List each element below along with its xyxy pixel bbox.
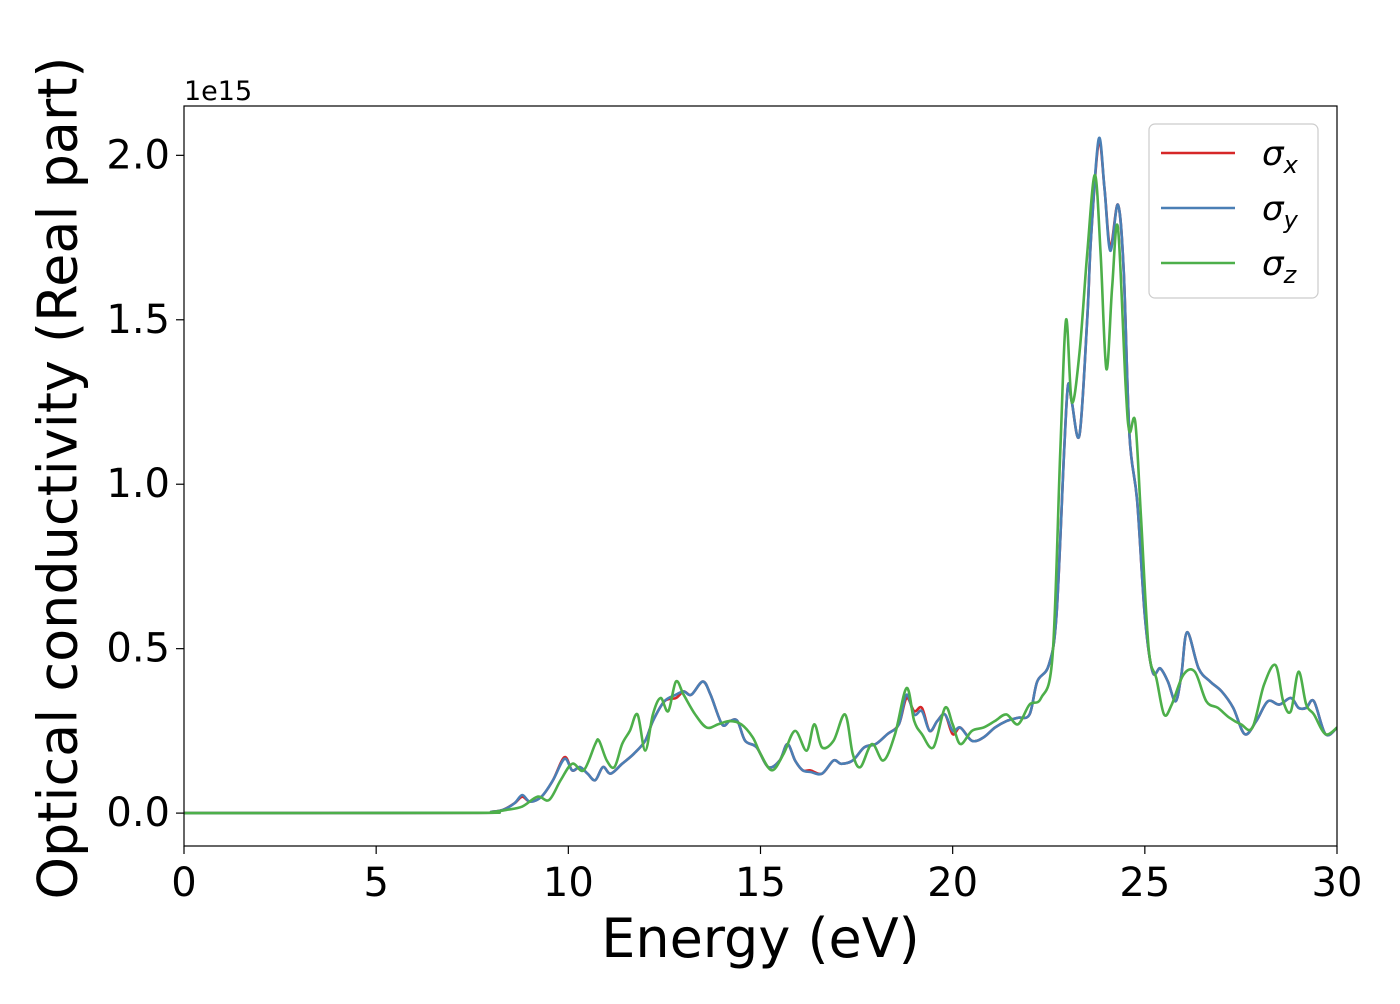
legend-label-z: σz — [1262, 244, 1298, 289]
legend-label-y: σy — [1262, 189, 1299, 234]
legend-label-subscript: x — [1283, 151, 1299, 179]
plot-area — [184, 106, 1337, 846]
axes-frame — [183, 105, 1338, 847]
x-tick-label: 25 — [1119, 860, 1170, 906]
y-tick-label: 1.0 — [106, 461, 170, 507]
legend-label-symbol: σ — [1262, 189, 1285, 229]
ticks-group: 0 5 10 15 20 25 30 0.0 0.5 1.0 1.5 2.0 — [106, 132, 1362, 906]
legend-label-subscript: z — [1283, 261, 1298, 289]
y-tick-label: 1.5 — [106, 297, 170, 343]
legend-label-x: σx — [1262, 134, 1299, 179]
legend-label-symbol: σ — [1262, 134, 1285, 174]
y-tick-label: 0.5 — [106, 626, 170, 672]
y-tick-label: 0.0 — [106, 790, 170, 836]
y-axis-offset-label: 1e15 — [184, 76, 252, 107]
x-tick-label: 20 — [927, 860, 978, 906]
legend-label-symbol: σ — [1262, 244, 1285, 284]
legend-box — [1148, 123, 1319, 299]
y-tick-label: 2.0 — [106, 132, 170, 178]
legend-label-subscript: y — [1283, 206, 1299, 234]
series-group — [184, 136, 1337, 815]
series-line-z — [184, 173, 1337, 815]
x-tick-label: 15 — [735, 860, 786, 906]
series-line-y — [184, 136, 1337, 815]
x-tick-label: 30 — [1312, 860, 1363, 906]
x-tick-label: 0 — [171, 860, 196, 906]
x-axis-title: Energy (eV) — [601, 907, 920, 970]
x-tick-label: 5 — [363, 860, 388, 906]
x-tick-label: 10 — [543, 860, 594, 906]
y-axis-title: Optical conductivity (Real part) — [27, 57, 90, 900]
axes-border — [183, 105, 1338, 847]
plot-background — [184, 106, 1337, 846]
